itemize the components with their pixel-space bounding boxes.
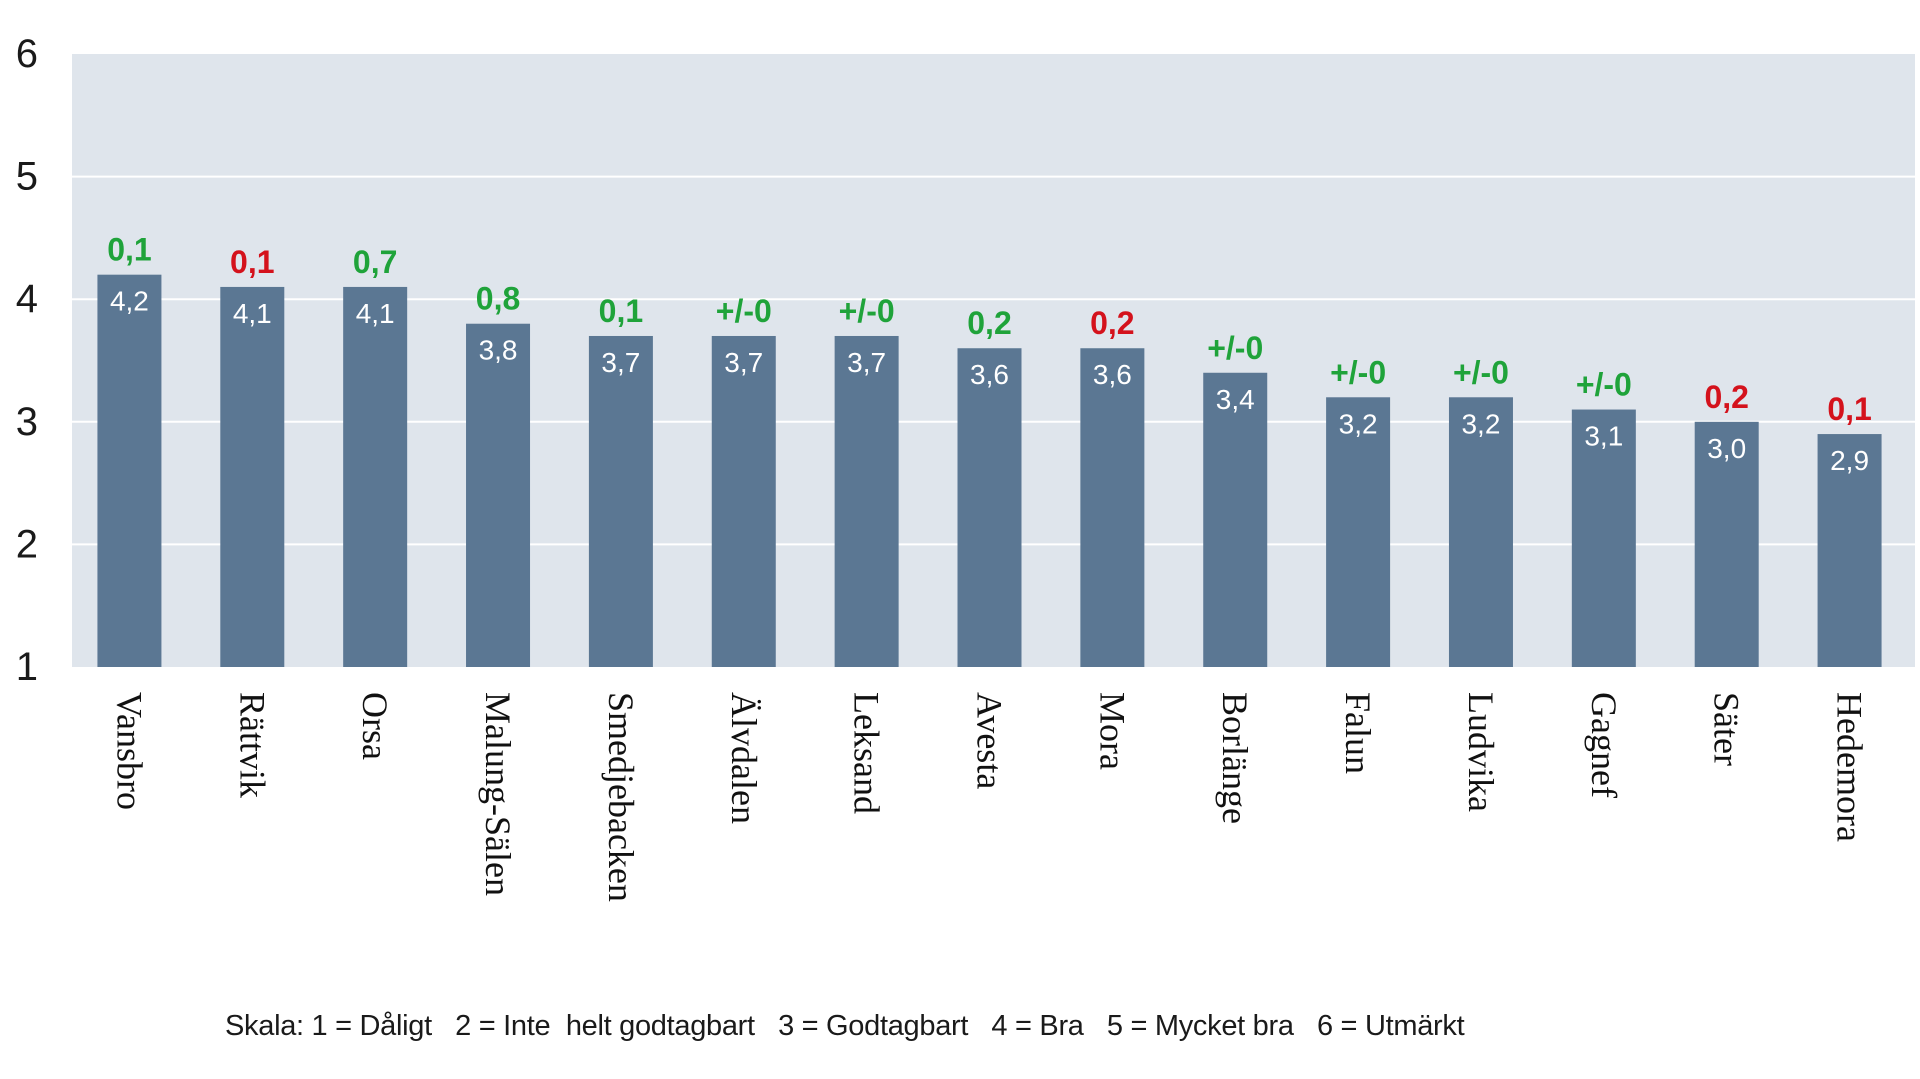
bar-value-label: 3,6	[1093, 359, 1132, 390]
change-label: 0,1	[599, 293, 643, 329]
bar-value-label: 3,2	[1461, 408, 1500, 439]
change-label: +/-0	[1330, 354, 1386, 390]
bar-13	[1694, 421, 1759, 667]
change-label: 0,8	[476, 281, 520, 317]
change-label: 0,1	[107, 232, 151, 268]
category-label: Borlänge	[1215, 692, 1255, 824]
category-label: Avesta	[970, 692, 1010, 789]
category-label: Falun	[1338, 692, 1378, 774]
bar-value-label: 3,7	[847, 347, 886, 378]
bar-6	[834, 335, 899, 667]
bar-11	[1448, 397, 1513, 667]
bar-value-label: 3,8	[479, 335, 518, 366]
change-label: 0,2	[1704, 379, 1748, 415]
change-label: 0,2	[967, 305, 1011, 341]
bars-group	[97, 274, 1882, 667]
bar-3	[466, 323, 531, 667]
bar-0	[97, 274, 162, 667]
category-label: Rättvik	[232, 692, 272, 798]
value-labels-group: 4,2 4,1 4,1 3,8 3,7 3,7 3,7 3,6 3,6 3,4 3,2 3,2 3,1 3…	[110, 286, 1869, 476]
bar-value-label: 3,4	[1216, 384, 1255, 415]
bar-value-label: 3,0	[1707, 433, 1746, 464]
y-tick-label: 5	[16, 155, 38, 199]
y-tick-label: 1	[16, 645, 38, 689]
category-label: Malung-Sälen	[478, 692, 518, 896]
bar-chart: 1 2 3 4 5 6 4,2 4,1 4,1 3,8 3,7 3,7 3,7 3,6 3,6 3,4 3,2…	[16, 32, 1915, 902]
y-tick-label: 2	[16, 522, 38, 566]
bar-5	[711, 335, 776, 667]
change-label: +/-0	[1453, 354, 1509, 390]
bar-4	[588, 335, 653, 667]
bar-2	[343, 286, 408, 667]
bar-value-label: 3,1	[1584, 421, 1623, 452]
category-label: Vansbro	[109, 692, 149, 810]
bar-value-label: 4,1	[356, 298, 395, 329]
y-tick-label: 3	[16, 400, 38, 444]
category-label: Ludvika	[1461, 692, 1501, 812]
change-label: +/-0	[716, 293, 772, 329]
scale-legend-note: Skala: 1 = Dåligt 2 = Inte helt godtagba…	[225, 1010, 1465, 1042]
y-tick-label: 4	[16, 277, 38, 321]
bar-value-label: 3,2	[1339, 408, 1378, 439]
bar-value-label: 2,9	[1830, 445, 1869, 476]
bar-10	[1326, 397, 1391, 667]
x-axis-labels: Vansbro Rättvik Orsa Malung-Sälen Smedjeback…	[109, 692, 1869, 902]
category-label: Mora	[1092, 692, 1132, 770]
change-labels-group: 0,1 0,1 0,7 0,8 0,1 +/-0 +/-0 0,2 0,2 +/-0 +/-0 +/-…	[107, 232, 1872, 427]
bar-value-label: 4,1	[233, 298, 272, 329]
category-label: Orsa	[355, 692, 395, 760]
change-label: 0,1	[1827, 391, 1871, 427]
bar-8	[1080, 348, 1145, 667]
category-label: Säter	[1707, 692, 1747, 766]
bar-7	[957, 348, 1022, 667]
y-axis: 1 2 3 4 5 6	[16, 32, 38, 689]
category-label: Gagnef	[1584, 692, 1624, 798]
category-label: Smedjebacken	[601, 692, 641, 902]
category-label: Leksand	[847, 692, 887, 814]
bar-value-label: 3,7	[601, 347, 640, 378]
bar-12	[1571, 409, 1636, 667]
change-label: +/-0	[1207, 330, 1263, 366]
bar-14	[1817, 434, 1882, 667]
bar-value-label: 4,2	[110, 286, 149, 317]
change-label: 0,1	[230, 244, 274, 280]
change-label: +/-0	[1576, 367, 1632, 403]
category-label: Älvdalen	[724, 692, 764, 824]
bar-value-label: 3,6	[970, 359, 1009, 390]
y-tick-label: 6	[16, 32, 38, 76]
category-label: Hedemora	[1830, 692, 1870, 842]
change-label: 0,2	[1090, 305, 1134, 341]
change-label: 0,7	[353, 244, 397, 280]
bar-value-label: 3,7	[724, 347, 763, 378]
bar-9	[1203, 372, 1268, 667]
bar-1	[220, 286, 285, 667]
change-label: +/-0	[839, 293, 895, 329]
